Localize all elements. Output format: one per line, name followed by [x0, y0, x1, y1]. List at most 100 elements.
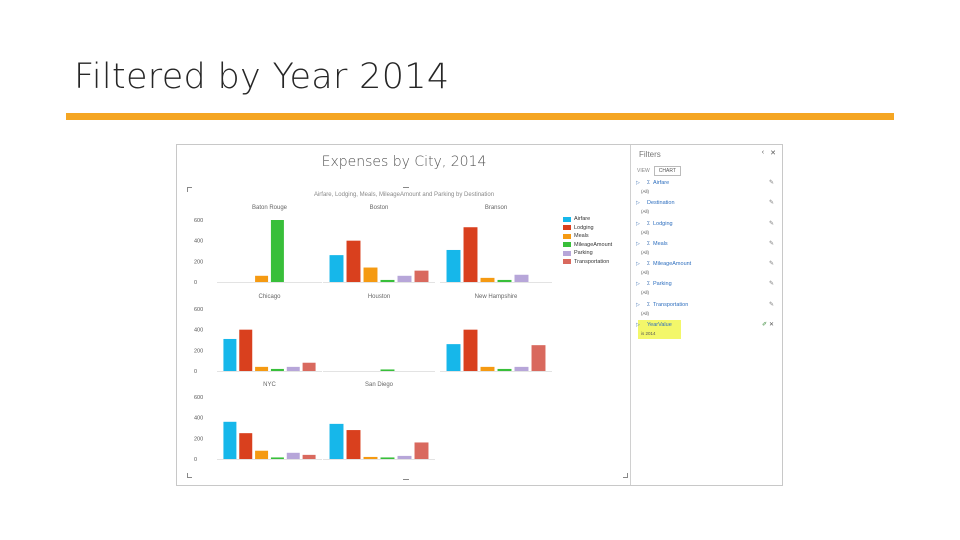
- resize-handle-icon[interactable]: [403, 479, 409, 480]
- expand-arrow-icon[interactable]: ▷: [636, 240, 640, 247]
- bar-parking: [397, 455, 412, 459]
- y-tick-label: 0: [194, 280, 197, 286]
- pencil-icon[interactable]: ✎: [768, 301, 774, 308]
- close-icon[interactable]: ✕: [768, 322, 774, 329]
- collapse-icon[interactable]: ‹: [761, 149, 765, 156]
- filter-name: MileageAmount: [653, 261, 692, 268]
- expand-arrow-icon[interactable]: ▷: [636, 322, 640, 329]
- y-tick-label: 600: [194, 218, 203, 224]
- filter-item[interactable]: ▷ Σ MileageAmount (All) ✎: [636, 260, 778, 280]
- bar-lodging: [239, 433, 253, 459]
- bar-meals: [255, 275, 269, 282]
- y-tick-label: 400: [194, 239, 203, 245]
- bar-parking: [286, 366, 300, 371]
- bar-parking: [514, 274, 529, 282]
- close-icon[interactable]: ✕: [770, 150, 776, 157]
- report-title: Expenses by City, 2014: [321, 154, 487, 170]
- power-view-screenshot: Expenses by City, 2014 Airfare, Lodging,…: [176, 144, 783, 486]
- panel-title: New Hampshire: [475, 294, 518, 300]
- filter-name: Transportation: [653, 301, 689, 308]
- pencil-icon[interactable]: ✎: [768, 240, 774, 247]
- y-tick-label: 200: [194, 436, 203, 442]
- filter-item[interactable]: ▷ Σ Parking (All) ✎: [636, 280, 778, 300]
- bar-airfare: [223, 338, 237, 371]
- legend-swatch: [563, 242, 571, 248]
- expand-arrow-icon[interactable]: ▷: [636, 261, 640, 268]
- y-tick-label: 600: [194, 307, 203, 313]
- bar-transportation: [302, 362, 316, 371]
- bar-mileageamount: [270, 368, 284, 371]
- bar-parking: [286, 452, 300, 459]
- legend-swatch: [563, 250, 571, 256]
- legend-item[interactable]: Parking: [563, 249, 612, 258]
- expand-arrow-icon[interactable]: ▷: [636, 180, 640, 186]
- legend-item[interactable]: MileageAmount: [563, 241, 612, 250]
- bar-airfare: [329, 255, 344, 282]
- bar-parking: [514, 366, 529, 371]
- slide-title: Filtered by Year 2014: [74, 57, 450, 97]
- legend-item[interactable]: Airfare: [563, 215, 612, 224]
- pencil-icon[interactable]: ✎: [768, 261, 774, 268]
- report-canvas: Expenses by City, 2014 Airfare, Lodging,…: [177, 145, 631, 485]
- bar-mileageamount: [380, 457, 395, 459]
- legend-item[interactable]: Lodging: [563, 224, 612, 233]
- bar-mileageamount: [380, 369, 395, 371]
- resize-handle-icon[interactable]: [187, 187, 192, 192]
- filter-value: (All): [641, 189, 649, 194]
- filter-item-yearvalue[interactable]: ▷ YearValue is 2014 ✐ ✕: [636, 320, 778, 341]
- pencil-icon[interactable]: ✎: [768, 220, 774, 227]
- chart-subtitle: Airfare, Lodging, Meals, MileageAmount a…: [313, 192, 495, 198]
- pencil-icon[interactable]: ✎: [768, 180, 774, 186]
- filter-item[interactable]: ▷ Σ Airfare (All) ✎: [636, 179, 778, 199]
- filter-value: is 2014: [641, 331, 656, 337]
- filter-value: (All): [641, 249, 649, 255]
- filter-item[interactable]: ▷ Destination (All) ✎: [636, 199, 778, 219]
- bar-mileageamount: [380, 279, 395, 282]
- tab-view[interactable]: VIEW: [637, 168, 650, 174]
- expand-arrow-icon[interactable]: ▷: [636, 281, 640, 288]
- resize-handle-icon[interactable]: [187, 473, 192, 478]
- filter-value: (All): [641, 209, 649, 215]
- resize-handle-icon[interactable]: [403, 187, 409, 188]
- filters-pane: Filters ‹ ✕ VIEW CHART ▷ Σ Airfare (All)…: [632, 145, 782, 485]
- legend-label: MileageAmount: [574, 241, 613, 248]
- legend-item[interactable]: Transportation: [563, 258, 612, 267]
- legend-swatch: [563, 216, 571, 222]
- bar-airfare: [446, 344, 461, 371]
- legend-swatch: [563, 233, 571, 239]
- expand-arrow-icon[interactable]: ▷: [636, 200, 640, 207]
- bar-mileageamount: [270, 220, 284, 282]
- bar-meals: [255, 450, 269, 459]
- filter-name: Meals: [653, 240, 668, 247]
- y-tick-label: 400: [194, 416, 203, 422]
- bar-lodging: [463, 227, 478, 282]
- filter-value: (All): [641, 229, 649, 235]
- bar-lodging: [239, 329, 253, 371]
- sigma-icon: Σ: [647, 180, 651, 186]
- legend-item[interactable]: Meals: [563, 232, 612, 241]
- multiples-bar-chart[interactable]: 600 400 200 0 600 400 200 0 600 400 200 0 Baton Roug…: [177, 145, 631, 485]
- tab-chart[interactable]: CHART: [653, 166, 681, 176]
- legend-label: Transportation: [574, 258, 610, 265]
- pencil-icon[interactable]: ✎: [768, 200, 774, 207]
- filter-item[interactable]: ▷ Σ Transportation (All) ✎: [636, 301, 778, 321]
- resize-handle-icon[interactable]: [623, 473, 628, 478]
- filter-item[interactable]: ▷ Σ Meals (All) ✎: [636, 240, 778, 260]
- bar-meals: [363, 267, 378, 282]
- y-tick-label: 200: [194, 259, 203, 265]
- sigma-icon: Σ: [647, 261, 651, 268]
- expand-arrow-icon[interactable]: ▷: [636, 301, 640, 308]
- panel-title: Chicago: [258, 294, 281, 300]
- y-tick-label: 0: [194, 369, 197, 375]
- filter-value: (All): [641, 290, 649, 296]
- pencil-icon[interactable]: ✎: [768, 281, 774, 288]
- eraser-icon[interactable]: ✐: [761, 322, 767, 329]
- panel-title: San Diego: [365, 382, 394, 388]
- bar-lodging: [463, 329, 478, 371]
- expand-arrow-icon[interactable]: ▷: [636, 220, 640, 227]
- filter-item[interactable]: ▷ Σ Lodging (All) ✎: [636, 220, 778, 240]
- y-tick-label: 200: [194, 348, 203, 354]
- filters-header: Filters: [639, 150, 661, 159]
- bar-mileageamount: [270, 457, 284, 459]
- filter-name: YearValue: [647, 322, 672, 329]
